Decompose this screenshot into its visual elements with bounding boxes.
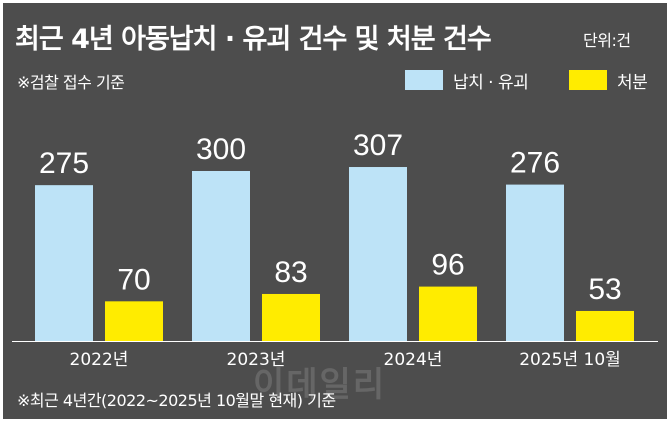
- chart-title: 최근 4년 아동납치 · 유괴 건수 및 처분 건수: [15, 24, 492, 55]
- value-label-kidnapping-3: 276: [510, 147, 560, 180]
- value-label-disposition-0: 70: [117, 263, 150, 296]
- category-label-2: 2024년: [384, 350, 443, 370]
- bar-disposition-0: [105, 301, 163, 341]
- legend-label-disposition: 처분: [617, 72, 648, 93]
- watermark: 이데일리: [253, 365, 387, 405]
- legend-label-kidnapping: 납치 · 유괴: [453, 72, 529, 93]
- value-label-disposition-3: 53: [588, 273, 621, 306]
- unit-label: 단위:건: [583, 31, 631, 50]
- chart-subtitle: ※검찰 접수 기준: [17, 73, 125, 92]
- bar-kidnapping-2: [349, 167, 407, 341]
- value-label-kidnapping-2: 307: [353, 129, 403, 162]
- legend-swatch-disposition: [569, 70, 607, 90]
- category-label-3: 2025년 10월: [519, 350, 621, 370]
- bar-disposition-1: [262, 293, 320, 341]
- value-label-kidnapping-0: 275: [39, 147, 89, 180]
- legend-swatch-kidnapping: [405, 70, 443, 90]
- bar-kidnapping-3: [506, 184, 564, 341]
- value-label-kidnapping-1: 300: [196, 133, 246, 166]
- bar-disposition-3: [576, 310, 634, 341]
- bar-kidnapping-1: [192, 170, 250, 341]
- bar-disposition-2: [419, 286, 477, 341]
- legend-item-kidnapping: 납치 · 유괴: [405, 69, 529, 93]
- value-label-disposition-1: 83: [274, 256, 307, 289]
- category-label-0: 2022년: [70, 350, 129, 370]
- footnote: ※최근 4년간(2022~2025년 10월말 현재) 기준: [17, 391, 336, 410]
- legend-item-disposition: 처분: [569, 69, 648, 93]
- value-label-disposition-2: 96: [431, 249, 464, 282]
- category-label-1: 2023년: [227, 350, 286, 370]
- bar-kidnapping-0: [35, 185, 93, 341]
